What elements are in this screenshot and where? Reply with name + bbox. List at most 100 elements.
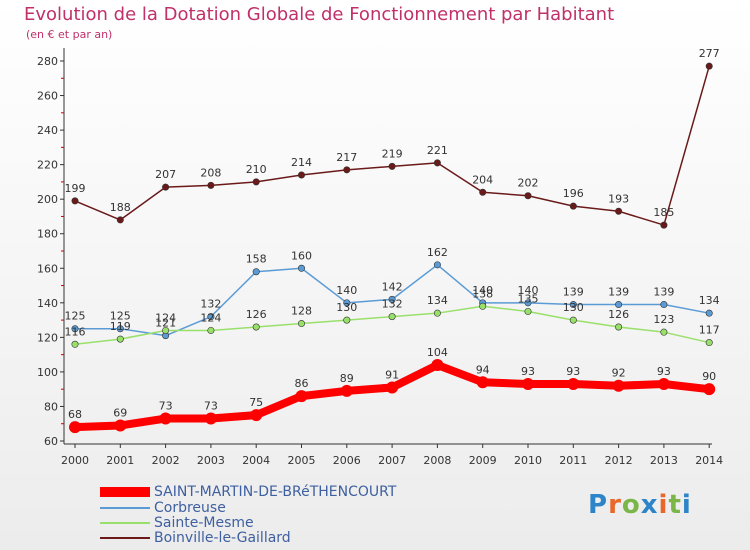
x-tick-label: 2007 [378, 454, 406, 467]
data-point [524, 192, 532, 200]
y-tick-label: 140 [37, 297, 58, 310]
data-label: 124 [155, 311, 176, 324]
legend-label: Corbreuse [154, 500, 226, 516]
x-tick-label: 2004 [242, 454, 270, 467]
data-label: 93 [521, 365, 535, 378]
data-label: 123 [653, 313, 674, 326]
data-label: 91 [385, 368, 399, 381]
data-point [252, 178, 260, 186]
data-label: 277 [699, 47, 720, 60]
data-label: 132 [200, 298, 221, 311]
data-point [114, 419, 127, 432]
legend-item-saint-martin: SAINT-MARTIN-DE-BRéTHENCOURT [100, 484, 396, 500]
data-label: 160 [291, 249, 312, 262]
data-point [250, 409, 263, 422]
y-tick-label: 60 [44, 435, 58, 448]
data-label: 93 [657, 365, 671, 378]
x-tick-label: 2012 [605, 454, 633, 467]
chart-subtitle: (en € et par an) [26, 28, 113, 41]
y-tick-label: 280 [37, 55, 58, 68]
y-tick-label: 220 [37, 159, 58, 172]
legend-swatch [100, 537, 150, 539]
legend-item-boinville: Boinville-le-Gaillard [100, 530, 291, 546]
data-label: 140 [472, 284, 493, 297]
data-label: 121 [155, 317, 176, 330]
data-point [660, 328, 668, 336]
data-label: 134 [427, 294, 448, 307]
data-label: 199 [65, 182, 86, 195]
data-label: 207 [155, 168, 176, 181]
data-point [476, 376, 489, 389]
data-point [386, 381, 399, 394]
data-point [69, 421, 81, 434]
legend-label: Boinville-le-Gaillard [154, 530, 291, 546]
legend-label: Sainte-Mesme [154, 515, 254, 531]
data-label: 185 [653, 206, 674, 219]
data-point [388, 162, 396, 170]
data-label: 130 [336, 301, 357, 314]
y-tick-label: 260 [37, 90, 58, 103]
proxiti-logo: Proxiti [588, 490, 692, 520]
data-label: 193 [608, 192, 629, 205]
data-point [295, 390, 308, 403]
data-point [116, 335, 124, 343]
data-point [116, 325, 124, 333]
data-label: 86 [295, 377, 309, 390]
data-label: 126 [608, 308, 629, 321]
data-label: 135 [518, 292, 539, 305]
data-point [660, 301, 668, 309]
y-tick-label: 80 [44, 400, 58, 413]
data-point [433, 159, 441, 167]
data-point [71, 197, 79, 205]
data-label: 219 [382, 147, 403, 160]
data-label: 134 [699, 294, 720, 307]
x-tick-label: 2013 [650, 454, 678, 467]
data-point [705, 309, 713, 317]
legend-swatch [100, 522, 150, 524]
data-label: 162 [427, 246, 448, 259]
data-point [657, 378, 670, 390]
data-point [388, 313, 396, 321]
data-point [297, 171, 305, 179]
data-label: 126 [246, 308, 267, 321]
data-point [431, 359, 444, 371]
data-point [615, 323, 623, 331]
data-label: 69 [113, 406, 127, 419]
data-point [569, 316, 577, 324]
y-tick-label: 180 [37, 228, 58, 241]
legend-item-corbreuse: Corbreuse [100, 500, 226, 516]
data-label: 89 [340, 372, 354, 385]
data-label: 221 [427, 144, 448, 157]
data-label: 128 [291, 305, 312, 318]
y-tick-label: 100 [37, 366, 58, 379]
x-tick-label: 2011 [559, 454, 587, 467]
data-label: 116 [65, 325, 86, 338]
data-point [159, 412, 172, 425]
data-label: 93 [566, 365, 580, 378]
y-tick-label: 240 [37, 124, 58, 137]
data-point [388, 295, 396, 303]
data-point [71, 340, 79, 348]
data-point [524, 307, 532, 315]
data-label: 204 [472, 173, 493, 186]
data-label: 94 [476, 363, 490, 376]
data-point [340, 384, 353, 397]
data-point [71, 325, 79, 333]
data-label: 139 [563, 286, 584, 299]
data-point [660, 221, 668, 229]
y-tick-label: 120 [37, 331, 58, 344]
data-label: 202 [518, 177, 539, 190]
data-label: 73 [204, 400, 218, 413]
data-point [343, 299, 351, 307]
data-point [524, 299, 532, 307]
data-point [162, 326, 170, 334]
data-label: 140 [518, 284, 539, 297]
data-label: 124 [200, 311, 221, 324]
data-point [615, 207, 623, 215]
data-point [615, 301, 623, 309]
data-point [207, 313, 215, 321]
chart-title: Evolution de la Dotation Globale de Fonc… [24, 4, 615, 25]
data-label: 139 [608, 286, 629, 299]
data-point [207, 181, 215, 189]
